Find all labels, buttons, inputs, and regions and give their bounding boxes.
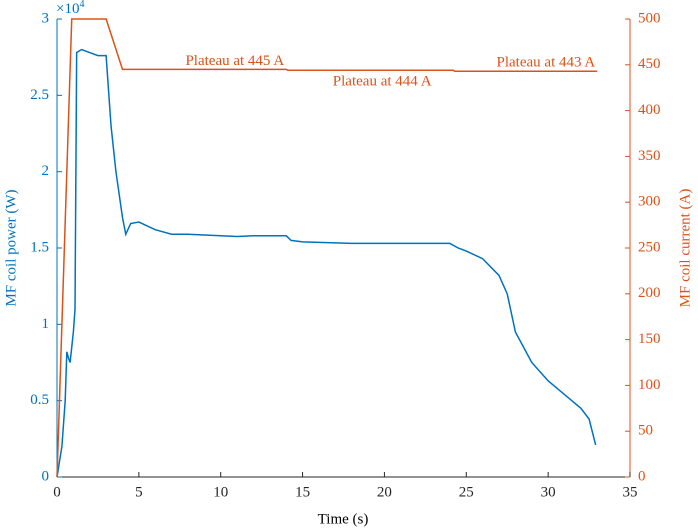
y-axis-label: MF coil power (W)	[3, 189, 19, 306]
y-tick-label: 1.5	[30, 239, 49, 255]
y2-axis-label: MF coil current (A)	[677, 189, 693, 308]
y2-tick-label: 100	[638, 377, 661, 393]
annotation: Plateau at 443 A	[497, 55, 596, 71]
y2-tick-label: 200	[638, 285, 661, 301]
y2-tick-label: 500	[638, 10, 661, 26]
y2-tick-label: 400	[638, 102, 661, 118]
y-tick-label: 0.5	[30, 392, 49, 408]
y2-tick-label: 300	[638, 194, 661, 210]
y2-tick-label: 150	[638, 331, 661, 347]
y-tick-label: 1	[42, 316, 50, 332]
annotation: Plateau at 445 A	[185, 53, 284, 69]
multiplier-base: ×10	[56, 1, 79, 17]
x-tick-label: 0	[53, 484, 61, 500]
x-tick-label: 30	[541, 484, 556, 500]
x-tick-label: 15	[295, 484, 310, 500]
x-tick-label: 5	[135, 484, 143, 500]
y-tick-label: 0	[42, 468, 50, 484]
series-line	[56, 48, 597, 478]
y2-tick-label: 50	[638, 423, 653, 439]
x-tick-label: 25	[459, 484, 474, 500]
x-tick-label: 20	[377, 484, 392, 500]
x-tick-label: 35	[623, 484, 638, 500]
x-tick-label: 10	[213, 484, 228, 500]
y2-tick-label: 250	[638, 239, 661, 255]
y2-tick-label: 350	[638, 148, 661, 164]
x-axis-label: Time (s)	[318, 511, 369, 527]
y-tick-label: 2.5	[30, 87, 49, 103]
y2-tick-label: 450	[638, 56, 661, 72]
series-line	[56, 18, 598, 478]
multiplier-exponent: 4	[79, 0, 84, 10]
y2-tick-label: 0	[638, 468, 646, 484]
y-tick-label: 2	[42, 163, 50, 179]
y-multiplier: ×104	[56, 0, 84, 17]
annotation: Plateau at 444 A	[333, 74, 432, 90]
y-tick-label: 3	[42, 10, 50, 26]
